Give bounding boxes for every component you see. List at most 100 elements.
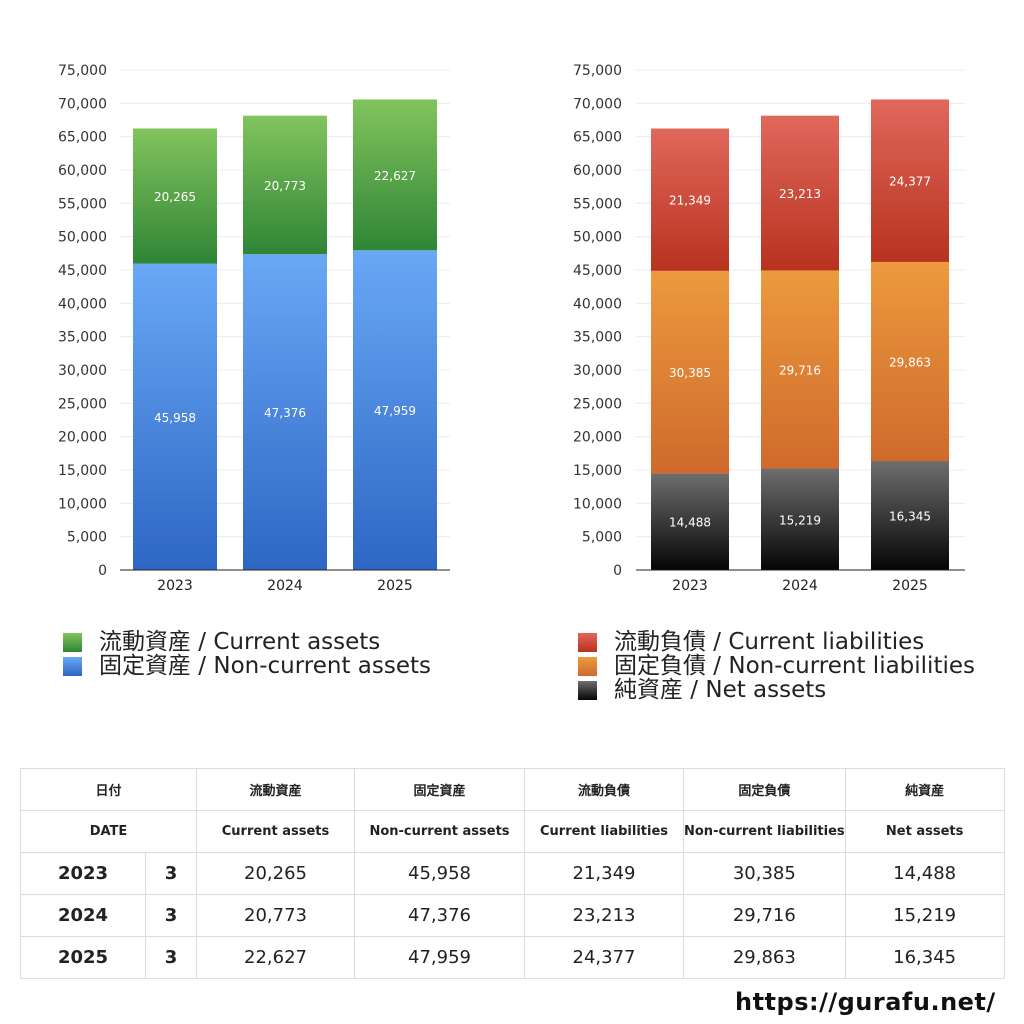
legend-swatch — [63, 632, 82, 652]
legend-swatch — [578, 656, 597, 676]
header-cell: 固定負債 — [683, 768, 846, 811]
y-tick-label: 20,000 — [573, 430, 622, 446]
legend-swatch — [63, 656, 82, 676]
bar-segment — [761, 115, 839, 271]
bar-segment — [761, 270, 839, 469]
y-tick-label: 35,000 — [58, 330, 107, 346]
data-label: 47,376 — [264, 406, 306, 420]
liabilities-chart: 0 5,000 10,000 15,000 20,000 25,000 30,000 35,0… — [573, 63, 965, 594]
y-tick-label: 25,000 — [573, 396, 622, 412]
x-tick-label: 2024 — [267, 578, 303, 594]
legend-label: 流動負債 / Current liabilities — [614, 629, 925, 655]
table-cell: 22,627 — [196, 936, 355, 979]
y-tick-label: 65,000 — [58, 130, 107, 146]
header-cell: 純資産 — [844, 768, 1005, 811]
y-tick-label: 45,000 — [573, 263, 622, 279]
table-cell: 14,488 — [844, 852, 1005, 895]
table-cell: 20,265 — [196, 852, 355, 895]
y-tick-label: 50,000 — [573, 230, 622, 246]
bar-segment — [761, 468, 839, 570]
data-label: 24,377 — [889, 175, 931, 189]
row-year: 2023 — [20, 852, 146, 895]
y-tick-label: 25,000 — [58, 396, 107, 412]
row-month: 3 — [145, 894, 197, 937]
y-tick-label: 50,000 — [58, 230, 107, 246]
x-tick-label: 2023 — [157, 578, 193, 594]
header-date-en: DATE — [20, 810, 197, 853]
table-header-jp: 日付 流動資産 固定資産 流動負債 固定負債 純資産 — [20, 768, 1005, 811]
legend-label: 固定負債 / Non-current liabilities — [614, 653, 975, 679]
header-cell: Current assets — [196, 810, 355, 853]
legend-liabilities: 流動負債 / Current liabilities 固定負債 / Non-cu… — [578, 630, 975, 702]
data-label: 15,219 — [779, 513, 821, 527]
x-tick-label: 2025 — [377, 578, 413, 594]
table-header-en: DATE Current assets Non-current assets C… — [20, 810, 1005, 853]
legend-item-current-assets: 流動資産 / Current assets — [63, 630, 431, 654]
legend-label: 流動資産 / Current assets — [99, 629, 381, 655]
y-tick-label: 30,000 — [58, 363, 107, 379]
bar-segment — [871, 261, 949, 462]
legend-item-net-assets: 純資産 / Net assets — [578, 678, 975, 702]
data-label: 29,716 — [779, 363, 821, 377]
y-tick-label: 55,000 — [573, 196, 622, 212]
row-year: 2025 — [20, 936, 146, 979]
x-tick-label: 2025 — [892, 578, 928, 594]
table-row: 2025 3 22,627 47,959 24,377 29,863 16,34… — [20, 936, 1005, 979]
bar-segment — [651, 128, 729, 271]
data-label: 45,958 — [154, 411, 196, 425]
y-tick-label: 35,000 — [573, 330, 622, 346]
header-cell: 固定資産 — [354, 768, 525, 811]
y-tick-label: 70,000 — [573, 96, 622, 112]
y-tick-label: 75,000 — [573, 63, 622, 79]
x-tick-label: 2023 — [672, 578, 708, 594]
bar-segment — [871, 99, 949, 262]
table-cell: 29,716 — [683, 894, 846, 937]
header-cell: Net assets — [844, 810, 1005, 853]
table-cell: 23,213 — [524, 894, 684, 937]
data-label: 22,627 — [374, 169, 416, 183]
legend-swatch — [578, 632, 597, 652]
data-label: 21,349 — [669, 194, 711, 208]
y-tick-label: 5,000 — [582, 530, 622, 546]
y-tick-label: 55,000 — [58, 196, 107, 212]
y-tick-label: 15,000 — [573, 463, 622, 479]
bar-segment — [353, 250, 437, 571]
table-cell: 47,959 — [354, 936, 525, 979]
y-tick-label: 0 — [613, 563, 622, 579]
bar-segment — [871, 461, 949, 570]
table-cell: 20,773 — [196, 894, 355, 937]
y-tick-label: 30,000 — [573, 363, 622, 379]
y-tick-label: 70,000 — [58, 96, 107, 112]
y-tick-label: 40,000 — [58, 296, 107, 312]
site-url: https://gurafu.net/ — [735, 988, 996, 1016]
bar-segment — [651, 473, 729, 570]
row-month: 3 — [145, 852, 197, 895]
legend-item-non-current-assets: 固定資産 / Non-current assets — [63, 654, 431, 678]
header-cell: 流動資産 — [196, 768, 355, 811]
table-cell: 45,958 — [354, 852, 525, 895]
data-label: 30,385 — [669, 366, 711, 380]
y-tick-label: 0 — [98, 563, 107, 579]
y-tick-label: 10,000 — [573, 496, 622, 512]
data-label: 14,488 — [669, 516, 711, 530]
row-year: 2024 — [20, 894, 146, 937]
row-month: 3 — [145, 936, 197, 979]
y-tick-label: 65,000 — [573, 130, 622, 146]
y-tick-label: 15,000 — [58, 463, 107, 479]
table-cell: 47,376 — [354, 894, 525, 937]
y-tick-label: 40,000 — [573, 296, 622, 312]
header-cell: Non-current liabilities — [683, 810, 846, 853]
y-tick-label: 75,000 — [58, 63, 107, 79]
table-cell: 24,377 — [524, 936, 684, 979]
table-cell: 21,349 — [524, 852, 684, 895]
table-row: 2023 3 20,265 45,958 21,349 30,385 14,48… — [20, 852, 1005, 895]
bar-segment — [243, 115, 327, 255]
y-tick-label: 10,000 — [58, 496, 107, 512]
data-label: 20,773 — [264, 179, 306, 193]
bar-segment — [133, 128, 217, 264]
assets-chart: 0 5,000 10,000 15,000 20,000 25,000 30,000 35,0… — [58, 63, 450, 594]
legend-label: 固定資産 / Non-current assets — [99, 653, 432, 679]
header-cell: Current liabilities — [524, 810, 684, 853]
bar-segment — [243, 254, 327, 570]
legend-item-non-current-liabilities: 固定負債 / Non-current liabilities — [578, 654, 975, 678]
